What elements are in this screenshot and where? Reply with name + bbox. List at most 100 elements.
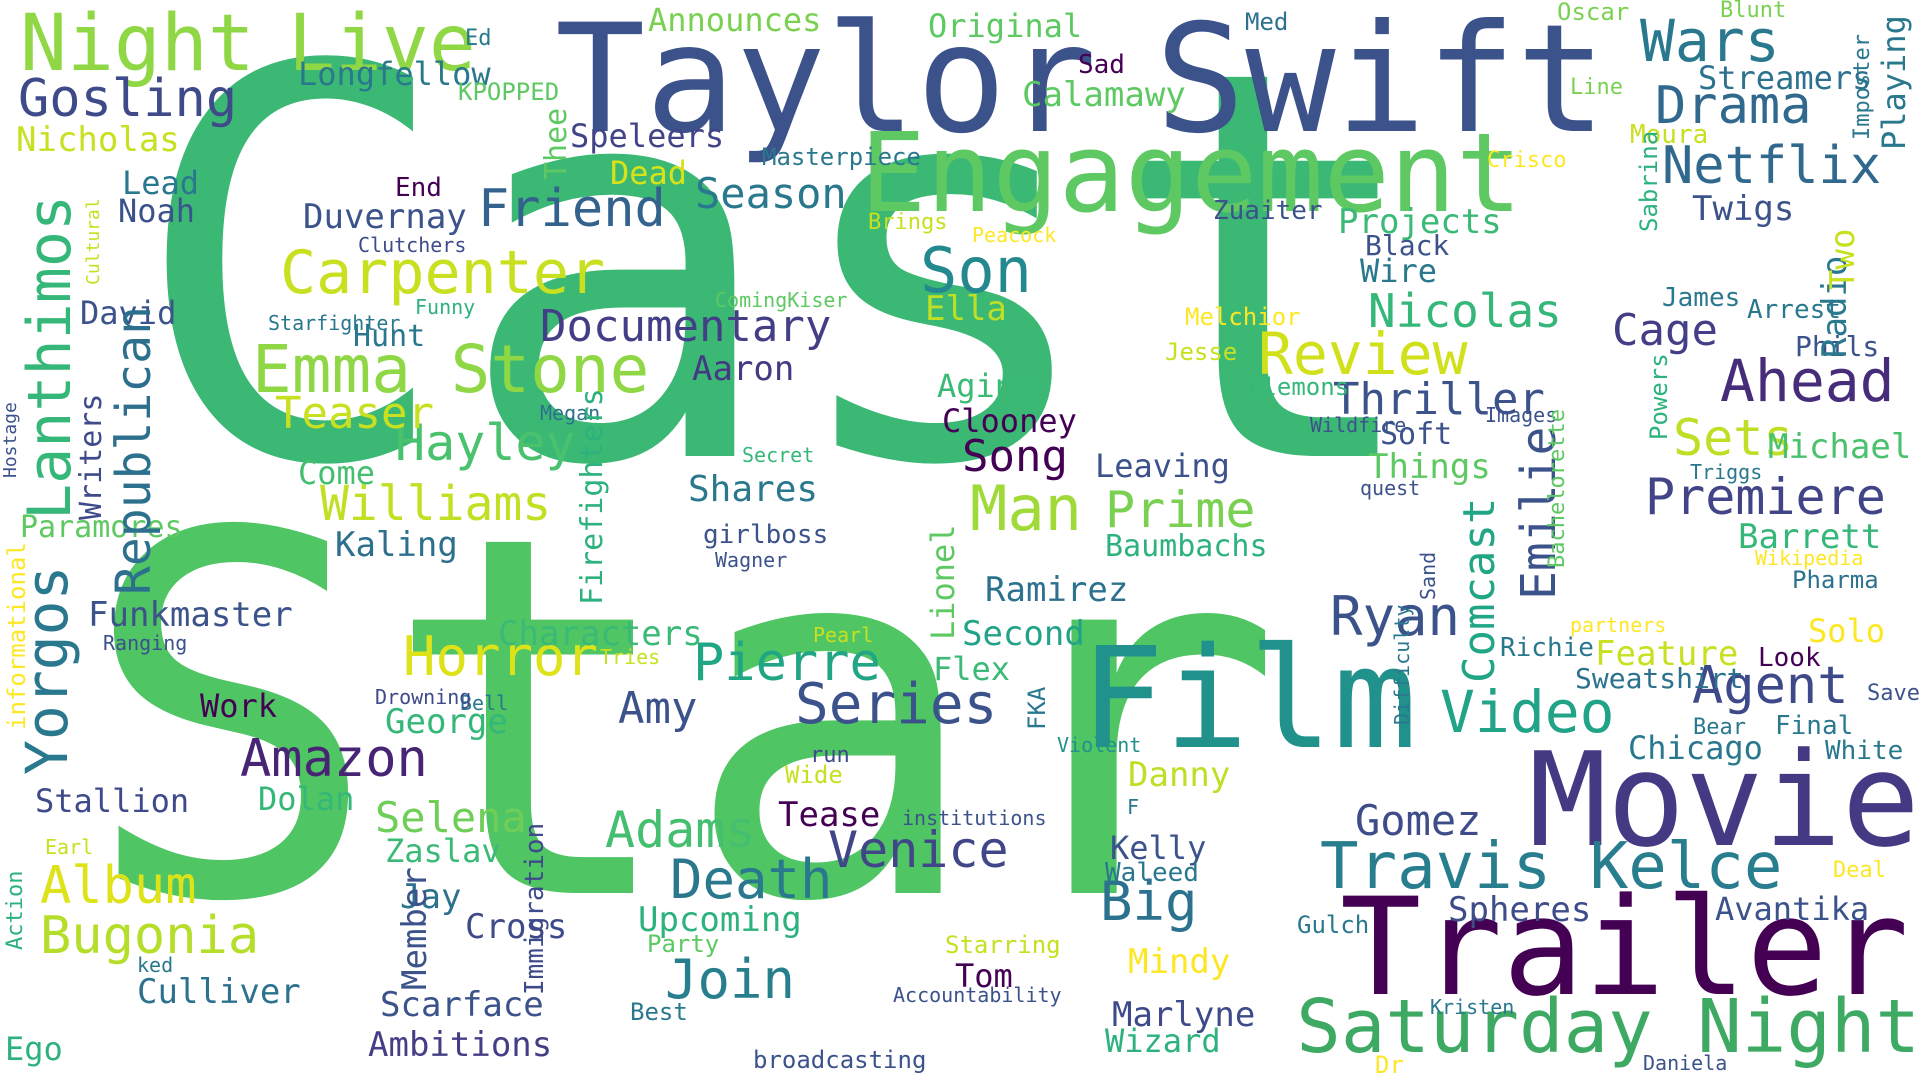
word-wagner: Wikipedia (1755, 546, 1864, 570)
word-playing: Playing (1875, 15, 1913, 150)
word-avantika: Culliver (137, 972, 301, 1012)
word-kpopped: Med (1245, 8, 1289, 36)
word-save: institutions (902, 806, 1047, 830)
word-crisco: KPOPPED (458, 78, 560, 106)
word-video: Video (1440, 678, 1615, 746)
word-emilie: Sand (1416, 551, 1440, 600)
word-engagement: Engagement (860, 109, 1523, 237)
word-baumbachs: Avantika (1715, 890, 1870, 928)
word-imposter: Imposter (1850, 34, 1875, 140)
word-gosling: Gosling (18, 69, 238, 129)
word-accountability: ked (137, 953, 174, 977)
word-powers: Powers (1645, 353, 1673, 440)
word-review: Review (1258, 320, 1468, 388)
word-chicago: Upcoming (638, 900, 802, 940)
word-night: Night (20, 0, 255, 89)
word-speleers: Announces (648, 1, 822, 39)
word-bugonia: Bugonia (40, 906, 260, 966)
word-brings: Masterpiece (762, 143, 921, 171)
word-deal: F (1127, 795, 1140, 819)
word-announces: Nicholas (16, 120, 180, 160)
word-moura: Line (1570, 75, 1623, 100)
word-sweatshirt: Look (1758, 643, 1821, 673)
word-comcast: Difficulty (1390, 604, 1414, 725)
word-member: Firefighters (575, 388, 610, 605)
word-oscar: Sad (1078, 50, 1125, 80)
word-clutchers: Moura (1630, 120, 1709, 150)
word-leaving: Barrett (1738, 517, 1882, 557)
word-final: Solo (1808, 612, 1886, 650)
word-ranging: Tries (600, 645, 661, 669)
word-pearl: girlboss (703, 520, 829, 550)
word-informational: Hostage (0, 402, 21, 478)
word-venice: Venice (828, 821, 1009, 879)
word-action: Writers (74, 393, 109, 520)
word-duvernay: Chicago (1628, 729, 1763, 767)
word-prime: Prime (1105, 481, 1256, 539)
word-album: Album (40, 856, 197, 916)
word-george: Wizard (1105, 1022, 1221, 1060)
word-flex: Stallion (35, 782, 190, 820)
word-barrett: Speleers (570, 117, 725, 155)
word-clooney: Things (1368, 447, 1491, 487)
word-secret: Wildfire (1310, 413, 1407, 437)
word-ed: Cross (465, 907, 568, 947)
word-f: run (810, 743, 850, 768)
word-paramores: Final (1775, 711, 1854, 741)
word-fka: Member (395, 867, 435, 990)
word-second: Clooney (942, 402, 1077, 440)
word-calamawy: Longfellow (298, 55, 491, 93)
word-broadcasting: Best (630, 998, 688, 1026)
word-song: Teaser (275, 388, 434, 439)
word-shares: Season (695, 169, 847, 218)
word-arrest: Zuaiter (1213, 196, 1323, 226)
word-partners: Pharma (1792, 566, 1879, 594)
word-dolan: Kelly (1110, 829, 1207, 867)
word-drowning: Pearl (813, 623, 874, 647)
word-tries: Wagner (715, 548, 788, 572)
word-best: Party (647, 930, 720, 958)
word-richie: James (1662, 283, 1741, 313)
word-funkmaster: Projects (1338, 202, 1502, 242)
word-work: George (385, 702, 508, 742)
word-ked: Save (1867, 681, 1920, 706)
word-starring: Earl (45, 835, 94, 859)
word-saturday-night: Saturday Night (1296, 984, 1920, 1070)
word-line: Oscar (1557, 0, 1630, 26)
word-trailer: Trailer (1340, 869, 1909, 1026)
word-wide: Ranging (103, 631, 188, 655)
word-bell: partners (1570, 613, 1667, 637)
word-noah: David (80, 294, 177, 332)
word-nicolas: Nicolas (1368, 284, 1562, 338)
word-soft: Wire (1360, 252, 1438, 290)
word-teaser: Amy (618, 683, 698, 734)
word-travis-kelce: Travis Kelce (1320, 830, 1783, 904)
word-wars: Wars (1640, 7, 1780, 75)
word-carpenter: Carpenter (280, 238, 606, 308)
word-danny: Leaving (1095, 447, 1230, 485)
word-spheres: Ambitions (368, 1025, 553, 1065)
word-jay: Ramirez (985, 570, 1129, 610)
word-hayley: Hayley (395, 414, 576, 472)
word-phils: Black (1365, 229, 1450, 262)
word-ambitions: Funkmaster (88, 595, 293, 635)
word-bear: Wide (785, 761, 843, 789)
word-white: Richie (1500, 633, 1594, 663)
word-horror: Thriller (1333, 374, 1545, 425)
word-gulch: Starring (945, 931, 1061, 959)
word-lionel: Immigration (520, 822, 550, 995)
word-aging: Michael (1768, 427, 1912, 467)
word-ego: Sweatshirt (1575, 662, 1744, 695)
word-ahead: Ahead (1720, 347, 1895, 415)
word-kelly: Mindy (1128, 942, 1231, 982)
word-james: Soft (1380, 417, 1453, 452)
word-megan: Plemons (1248, 373, 1350, 401)
word-stallion: Waleed (1105, 858, 1199, 888)
word-ella: Lead (122, 164, 200, 202)
word-images: Jesse (1165, 338, 1238, 366)
word-melchior: Funny (415, 295, 476, 319)
word-blunt: Ed (465, 26, 492, 51)
word-bachelorette: Bachelorette (1545, 409, 1570, 568)
word-tease: Dolan (258, 780, 355, 818)
